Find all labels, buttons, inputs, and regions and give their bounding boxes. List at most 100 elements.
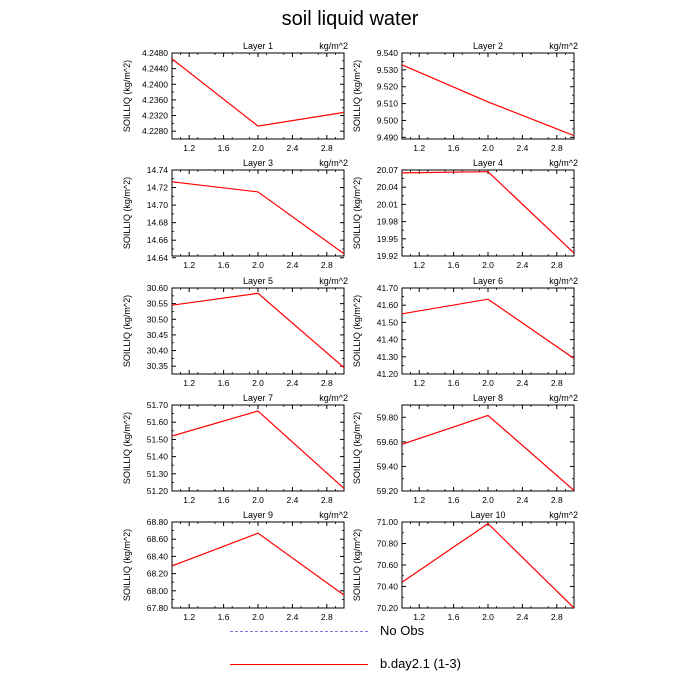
x-tick-label: 1.2 [413,378,425,388]
chart-title: Layer 10 [470,510,505,520]
x-tick-label: 1.6 [448,143,460,153]
series-line [402,298,574,359]
plot-frame [401,404,575,492]
plot-frame [401,287,575,375]
x-tick-label: 2.0 [482,378,494,388]
y-tick-label: 14.74 [147,165,169,175]
x-tick-label: 2.4 [286,495,298,505]
y-tick-label: 41.70 [377,283,399,293]
units-label: kg/m^2 [319,158,348,168]
y-tick-label: 19.95 [377,234,399,244]
x-tick-label: 2.0 [252,143,264,153]
y-tick-label: 4.2280 [142,126,168,136]
y-tick-label: 59.40 [377,461,399,471]
series-line [172,410,344,489]
y-tick-label: 4.2440 [142,64,168,74]
x-tick-label: 2.8 [321,260,333,270]
series-line [172,292,344,369]
x-tick-label: 2.0 [482,143,494,153]
y-tick-label: 4.2360 [142,95,168,105]
plot-frame [401,169,575,257]
x-tick-label: 2.8 [321,378,333,388]
x-tick-label: 2.4 [286,612,298,622]
legend-label-no-obs: No Obs [380,623,425,638]
y-tick-label: 30.35 [147,361,169,371]
x-tick-label: 1.6 [218,260,230,270]
y-tick-label: 20.04 [377,182,399,192]
y-tick-label: 9.510 [377,99,399,109]
y-tick-label: 19.92 [377,251,399,261]
y-axis-label: SOILLIQ (kg/m^2) [122,295,132,367]
y-tick-label: 68.00 [147,586,169,596]
x-tick-label: 2.4 [516,260,528,270]
y-axis-label: SOILLIQ (kg/m^2) [122,412,132,484]
x-tick-label: 2.4 [516,612,528,622]
y-axis-label: SOILLIQ (kg/m^2) [352,412,362,484]
x-tick-label: 1.6 [218,143,230,153]
y-axis-label: SOILLIQ (kg/m^2) [352,529,362,601]
units-label: kg/m^2 [549,276,578,286]
y-tick-label: 14.66 [147,235,169,245]
units-label: kg/m^2 [549,41,578,51]
x-tick-label: 2.0 [482,612,494,622]
x-tick-label: 2.4 [516,143,528,153]
y-tick-label: 71.00 [377,517,399,527]
y-axis-label: SOILLIQ (kg/m^2) [122,177,132,249]
y-tick-label: 41.60 [377,300,399,310]
chart-title: Layer 8 [473,393,503,403]
units-label: kg/m^2 [319,41,348,51]
y-tick-label: 19.98 [377,217,399,227]
x-tick-label: 1.6 [218,612,230,622]
x-tick-label: 2.8 [551,143,563,153]
series-line [402,522,574,608]
x-tick-label: 1.2 [183,143,195,153]
x-tick-label: 2.0 [482,260,494,270]
plot-frame [171,169,345,257]
chart-title: Layer 7 [243,393,273,403]
chart-title: Layer 3 [243,158,273,168]
x-tick-label: 2.0 [252,495,264,505]
x-tick-label: 1.2 [183,378,195,388]
y-tick-label: 14.72 [147,183,169,193]
x-tick-label: 2.8 [321,143,333,153]
units-label: kg/m^2 [549,393,578,403]
y-tick-label: 51.70 [147,400,169,410]
legend-label-run: b.day2.1 (1-3) [380,656,461,671]
series-line [172,58,344,127]
y-tick-label: 30.55 [147,299,169,309]
x-tick-label: 1.2 [183,495,195,505]
x-tick-label: 2.8 [551,260,563,270]
legend-line-no-obs [230,631,368,632]
y-tick-label: 68.60 [147,534,169,544]
y-tick-label: 4.2320 [142,111,168,121]
units-label: kg/m^2 [319,393,348,403]
chart-title: Layer 1 [243,41,273,51]
x-tick-label: 1.6 [448,495,460,505]
y-tick-label: 51.50 [147,434,169,444]
y-axis-label: SOILLIQ (kg/m^2) [122,60,132,132]
series-line [402,171,574,254]
y-tick-label: 67.80 [147,603,169,613]
x-tick-label: 2.8 [321,495,333,505]
x-tick-label: 1.6 [448,378,460,388]
x-tick-label: 1.2 [183,612,195,622]
chart-title: Layer 2 [473,41,503,51]
chart-layer-4: Layer 4 kg/m^2 SOILLIQ (kg/m^2) 1.2 1.6 2.0 2.… [352,158,578,270]
x-tick-label: 1.6 [218,378,230,388]
x-tick-label: 1.2 [183,260,195,270]
chart-layer-1: Layer 1 kg/m^2 SOILLIQ (kg/m^2) 1.2 1.6 2.0 2.… [122,41,348,153]
chart-layer-7: Layer 7 kg/m^2 SOILLIQ (kg/m^2) 1.2 1.6 2.0 2.… [122,393,348,505]
y-tick-label: 70.40 [377,582,399,592]
y-axis-label: SOILLIQ (kg/m^2) [122,529,132,601]
y-tick-label: 68.20 [147,569,169,579]
series-line [402,414,574,491]
y-tick-label: 4.2480 [142,48,168,58]
y-tick-label: 9.490 [377,132,399,142]
chart-title: Layer 9 [243,510,273,520]
x-tick-label: 2.4 [286,143,298,153]
y-tick-label: 4.2400 [142,79,168,89]
chart-layer-2: Layer 2 kg/m^2 SOILLIQ (kg/m^2) 1.2 1.6 2.0 2.… [352,41,578,153]
x-tick-label: 2.8 [551,612,563,622]
x-tick-label: 1.6 [448,612,460,622]
